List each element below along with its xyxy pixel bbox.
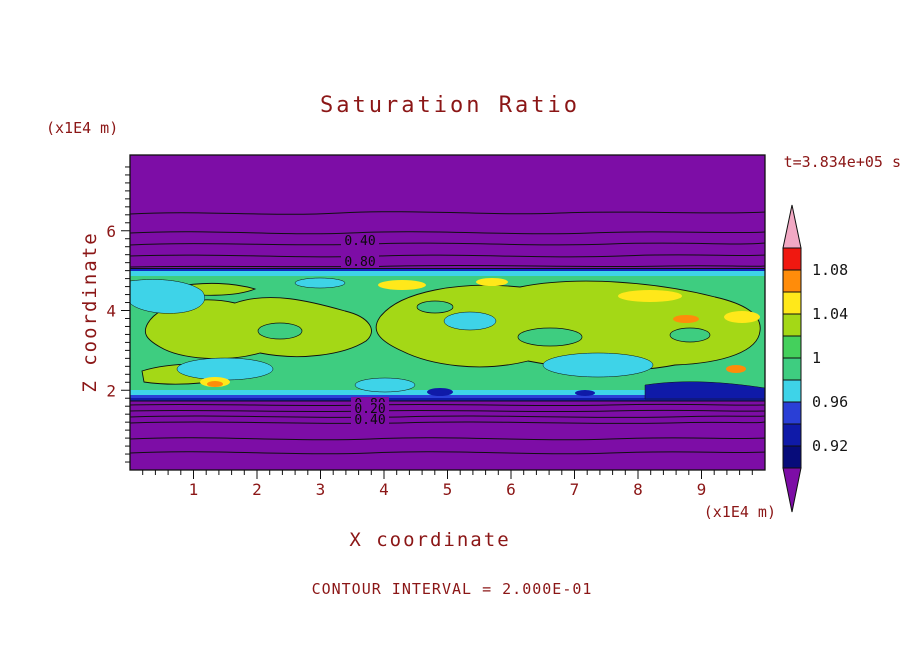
contour-line — [130, 264, 765, 268]
x-tick-label: 9 — [697, 480, 707, 499]
time-annotation: t=3.834e+05 s — [784, 153, 901, 171]
colorbar-segment — [782, 379, 802, 403]
spot-yellow — [476, 278, 508, 286]
colorbar-segment — [782, 247, 802, 271]
region-cyan — [294, 277, 346, 289]
colorbar-tick-label: 0.92 — [812, 437, 848, 455]
contour-label-bg — [351, 413, 389, 426]
colorbar-arrow-bottom — [782, 467, 802, 513]
x-tick-label: 7 — [570, 480, 580, 499]
region-cyan — [443, 311, 497, 331]
y-tick-label: 4 — [106, 302, 116, 321]
contour-line — [130, 231, 765, 235]
spot-yellow — [618, 290, 682, 302]
region-green-hole — [517, 327, 583, 347]
y-axis-units-label: (x1E4 m) — [46, 119, 118, 137]
region-darkblue — [427, 388, 453, 396]
spot-orange — [726, 365, 746, 373]
band-edge-cyan — [130, 271, 765, 276]
spot-yellow — [378, 280, 426, 290]
y-axis-tick-labels: 2 4 6 — [106, 222, 116, 400]
colorbar-segment — [782, 269, 802, 293]
region-green-hole — [416, 300, 454, 314]
region-cyan — [354, 377, 416, 393]
colorbar-segment — [782, 445, 802, 469]
contour-interval-caption: CONTOUR INTERVAL = 2.000E-01 — [312, 580, 593, 598]
region-darkblue — [644, 381, 765, 400]
x-axis-ticks — [142, 470, 753, 479]
colorbar-segment — [782, 335, 802, 359]
colorbar-arrow-top — [782, 204, 802, 249]
band-edge-navy — [130, 398, 765, 401]
x-tick-label: 2 — [252, 480, 262, 499]
contour-line — [130, 242, 765, 246]
region-cyan — [542, 352, 654, 378]
x-tick-label: 1 — [189, 480, 199, 499]
contour-line — [130, 211, 765, 215]
contour-label: 0.80 — [344, 255, 375, 270]
y-axis-ticks — [121, 166, 130, 463]
spot-orange — [673, 315, 699, 323]
y-tick-label: 2 — [106, 381, 116, 400]
contour-line — [130, 437, 765, 441]
x-axis-title: X coordinate — [349, 529, 510, 551]
region-green-hole — [669, 327, 711, 343]
x-tick-label: 5 — [443, 480, 453, 499]
colorbar-segment — [782, 423, 802, 447]
colorbar-tick-label: 0.96 — [812, 393, 848, 411]
x-axis-units-label: (x1E4 m) — [704, 503, 776, 521]
colorbar-segment — [782, 313, 802, 337]
region-green-hole — [257, 322, 303, 340]
x-tick-label: 3 — [316, 480, 326, 499]
contour-line — [130, 254, 765, 258]
colorbar-tick-label: 1.08 — [812, 261, 848, 279]
x-tick-label: 6 — [506, 480, 516, 499]
x-tick-label: 4 — [379, 480, 389, 499]
region-cyan — [130, 279, 205, 314]
contour-line — [130, 409, 765, 413]
spot-orange — [207, 381, 223, 387]
band-edge-navy — [130, 268, 765, 271]
colorbar: 1.08 1.04 1 0.96 0.92 — [782, 204, 848, 513]
colorbar-segment — [782, 357, 802, 381]
colorbar-segment — [782, 401, 802, 425]
region-darkblue — [575, 390, 595, 396]
region-yellowgreen — [144, 297, 372, 360]
contour-label-bg — [351, 402, 389, 415]
colorbar-tick-label: 1 — [812, 349, 821, 367]
band-edge-blue — [130, 395, 765, 398]
contour-line — [130, 415, 765, 418]
contour-field: 0.400.800.800.200.40 — [130, 155, 765, 470]
contour-label-bg — [341, 234, 379, 247]
contour-line — [130, 421, 765, 424]
y-axis-title: Z coordinate — [79, 231, 101, 392]
contour-label-bg — [341, 255, 379, 268]
colorbar-segment — [782, 291, 802, 315]
contour-label: 0.40 — [344, 234, 375, 249]
x-tick-label: 8 — [633, 480, 643, 499]
x-axis-tick-labels: 1 2 3 4 5 6 7 8 9 — [189, 480, 707, 499]
colorbar-tick-label: 1.04 — [812, 305, 848, 323]
y-tick-label: 6 — [106, 222, 116, 241]
spot-yellow — [724, 311, 760, 323]
contour-line — [130, 451, 765, 455]
chart-title: Saturation Ratio — [320, 93, 580, 118]
region-yellowgreen — [375, 280, 761, 371]
contour-line — [130, 403, 765, 407]
contour-label: 0.40 — [354, 413, 385, 428]
region-cyan — [176, 357, 274, 381]
